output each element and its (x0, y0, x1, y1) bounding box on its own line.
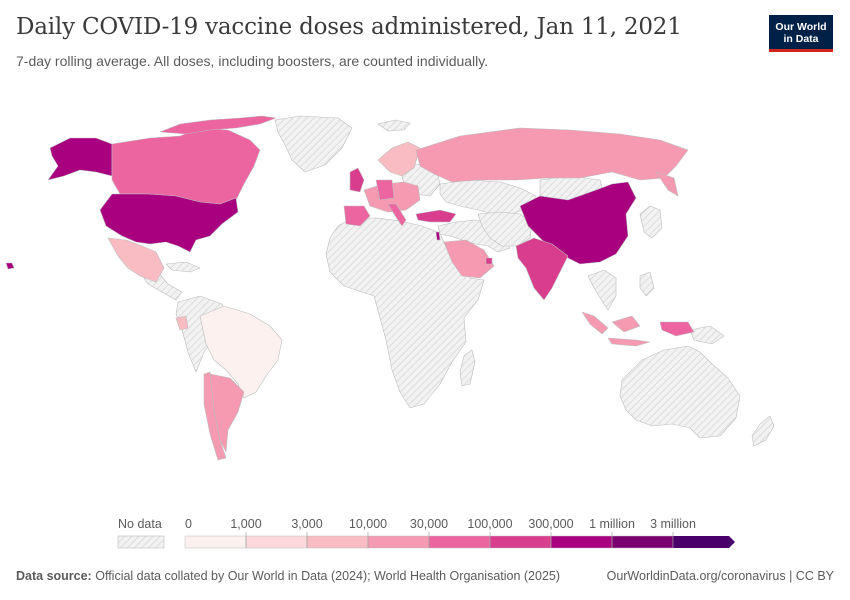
chart-subtitle: 7-day rolling average. All doses, includ… (16, 53, 489, 69)
logo-line-2: in Data (783, 33, 819, 45)
world-map[interactable] (0, 100, 850, 500)
region-saudi-arabia[interactable] (443, 239, 495, 279)
legend-bin-overflow[interactable] (673, 536, 735, 548)
legend-bin[interactable] (611, 535, 674, 549)
region-united-kingdom[interactable] (349, 167, 365, 193)
legend-bin[interactable] (550, 535, 613, 549)
source-text: Official data collated by Our World in D… (95, 569, 561, 583)
region-canada[interactable] (111, 127, 261, 205)
region-united-states[interactable] (99, 193, 239, 253)
region-alaska[interactable] (47, 137, 113, 181)
region-turkey[interactable] (415, 209, 457, 223)
legend-tick-label: 3,000 (291, 517, 322, 531)
source-label: Data source: (16, 569, 92, 583)
region-russia-east[interactable] (655, 171, 679, 197)
region-argentina[interactable] (209, 373, 245, 453)
region-israel[interactable] (435, 231, 441, 241)
region-caribbean[interactable] (165, 261, 201, 273)
legend-tick-label: 3 million (650, 517, 696, 531)
region-japan-korea[interactable] (639, 205, 663, 239)
legend-tick-label: 1 million (589, 517, 635, 531)
region-spain[interactable] (343, 205, 371, 227)
legend-bin[interactable] (428, 535, 491, 549)
legend-bin[interactable] (245, 535, 308, 549)
region-italy[interactable] (387, 203, 407, 227)
owid-logo[interactable]: Our World in Data (769, 15, 833, 52)
region-africa[interactable] (325, 217, 485, 409)
logo-line-1: Our World (775, 21, 827, 33)
region-greenland[interactable] (274, 115, 353, 173)
region-brazil[interactable] (199, 305, 283, 399)
region-india[interactable] (515, 237, 569, 301)
region-indonesia[interactable] (581, 311, 651, 347)
legend-tick-label: 1,000 (230, 517, 261, 531)
chart-title: Daily COVID-19 vaccine doses administere… (16, 14, 682, 40)
region-madagascar[interactable] (459, 349, 476, 387)
region-guatemala[interactable] (175, 315, 189, 331)
region-germany[interactable] (375, 179, 395, 201)
legend-tick-label: 30,000 (410, 517, 448, 531)
region-canada-islands[interactable] (159, 115, 277, 135)
region-iran-afghanistan[interactable] (477, 211, 533, 247)
legend-bin[interactable] (367, 535, 430, 549)
map-legend: No data 0 1,000 3,000 10,000 30,000 100,000 30… (117, 517, 735, 549)
legend-bin[interactable] (184, 535, 247, 549)
legend-no-data-swatch (117, 535, 165, 549)
legend-tick-label: 300,000 (528, 517, 573, 531)
region-philippines-png[interactable] (639, 271, 725, 345)
region-russia[interactable] (415, 127, 689, 183)
legend-tick-label: 10,000 (349, 517, 387, 531)
footer-link[interactable]: OurWorldinData.org/coronavirus | CC BY (606, 569, 834, 583)
legend-bin[interactable] (306, 535, 369, 549)
region-new-zealand[interactable] (751, 415, 775, 447)
footer: Data source: Official data collated by O… (16, 569, 834, 583)
region-mexico[interactable] (107, 237, 165, 283)
legend-no-data-label: No data (118, 517, 162, 531)
region-australia[interactable] (619, 345, 741, 439)
legend-bin[interactable] (489, 535, 552, 549)
region-scandinavia[interactable] (377, 141, 421, 177)
region-hawaii[interactable] (5, 262, 15, 270)
region-uae[interactable] (485, 257, 493, 265)
region-arctic-islands[interactable] (377, 119, 411, 132)
legend-tick-label: 100,000 (467, 517, 512, 531)
region-indonesia-east[interactable] (659, 321, 695, 337)
region-southeast-asia[interactable] (587, 269, 617, 311)
legend-tick-label: 0 (185, 517, 192, 531)
